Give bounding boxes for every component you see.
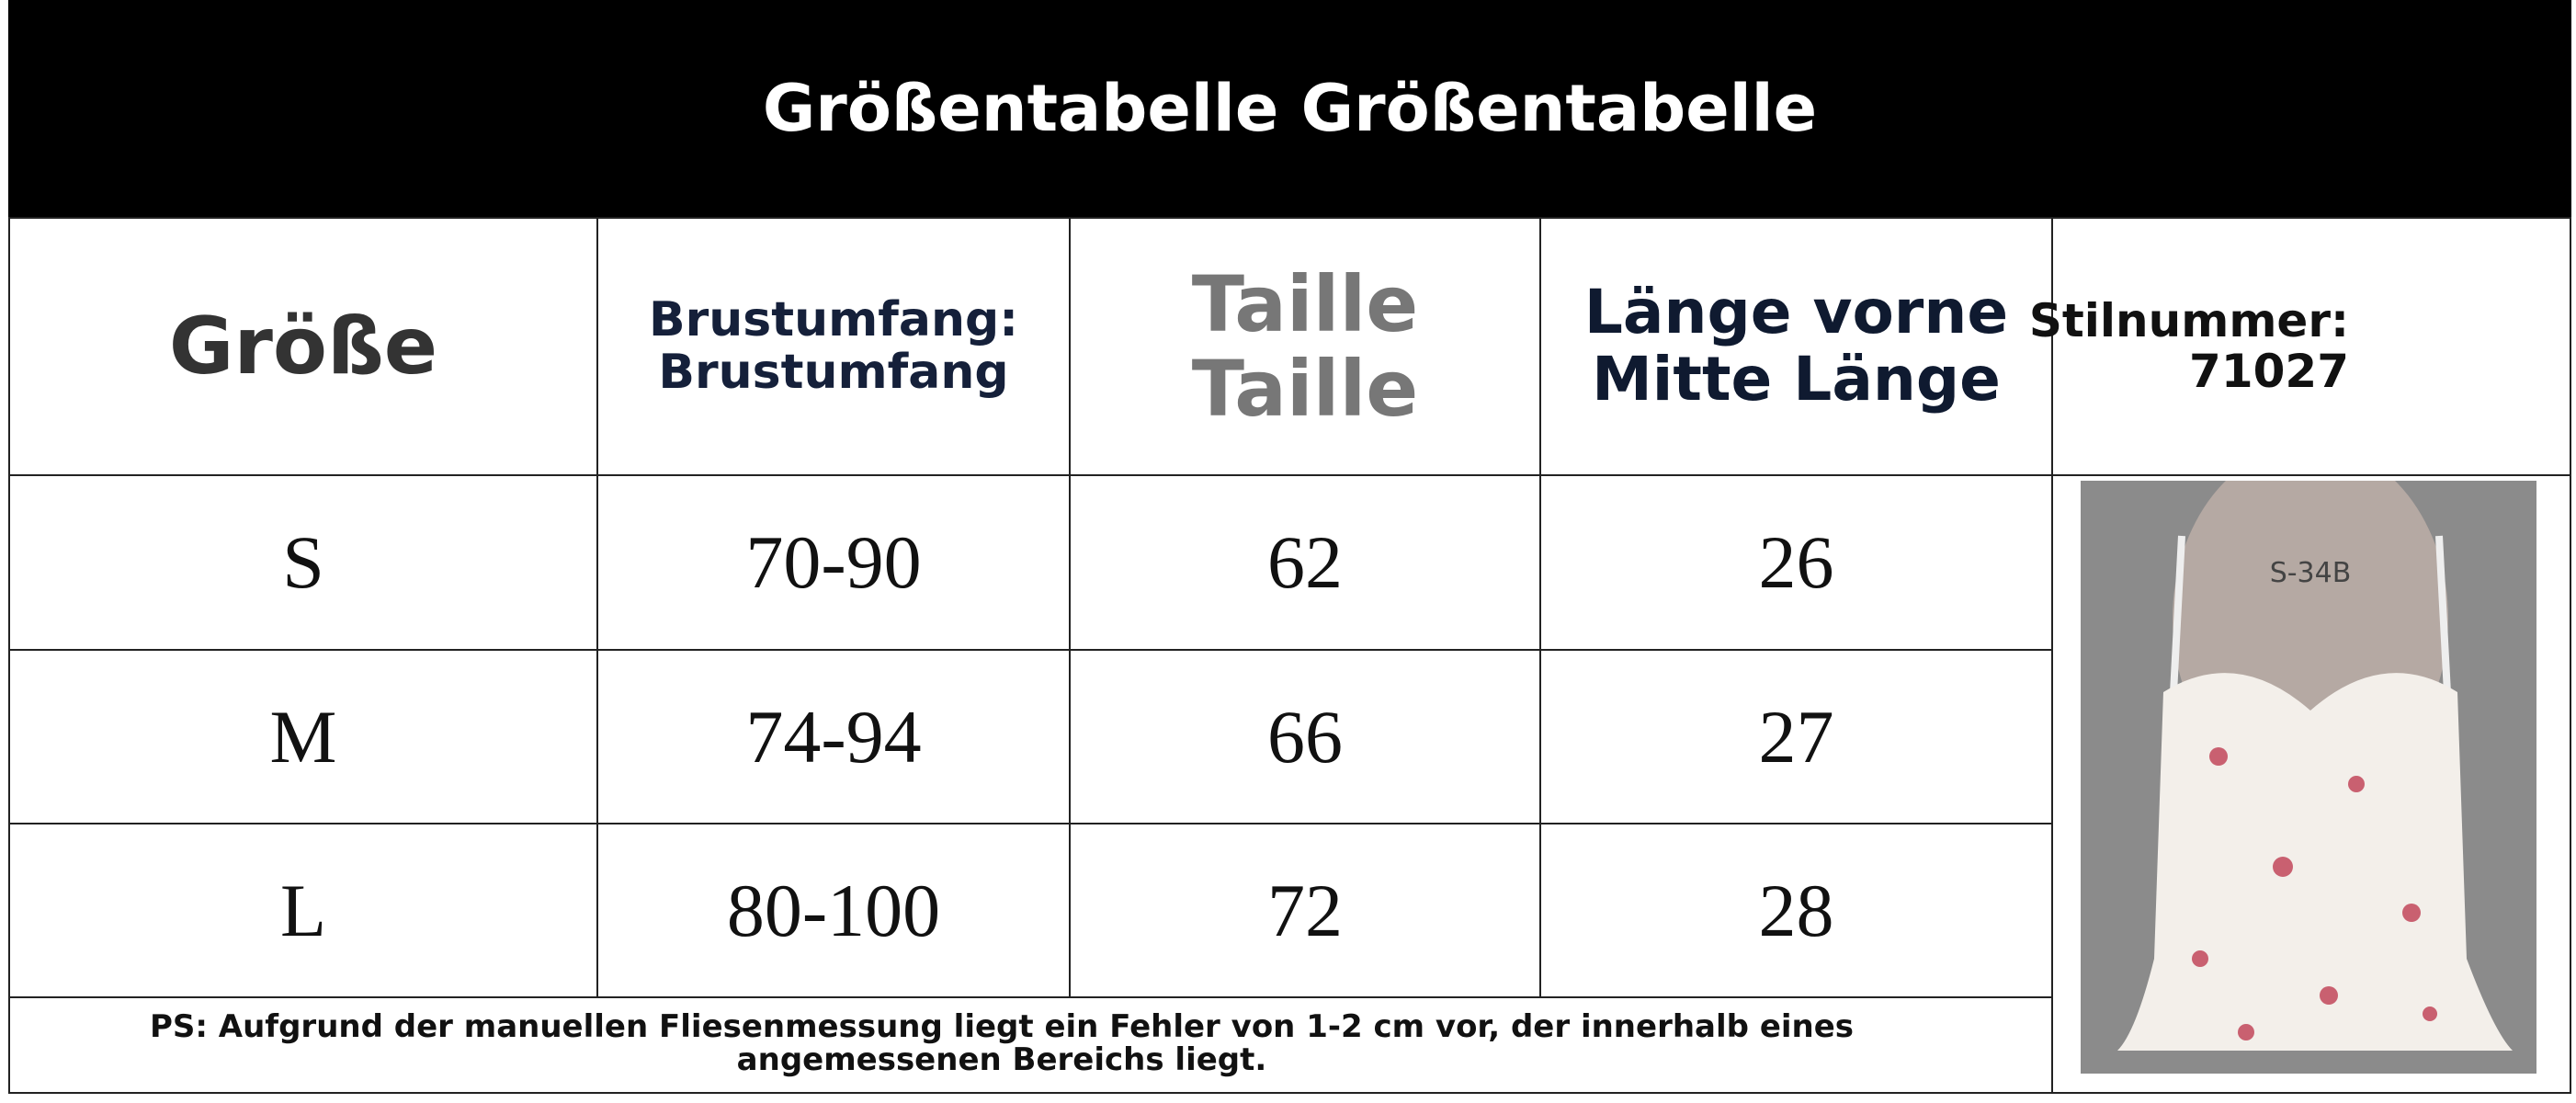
header-cell: Länge vorne Mitte Länge — [1539, 217, 2053, 476]
table-cell: 28 — [1539, 823, 2053, 998]
table-cell: 26 — [1539, 474, 2053, 651]
table-cell: 62 — [1069, 474, 1541, 651]
text-line: 66 — [1267, 694, 1343, 779]
header-cell: Taille Taille — [1069, 217, 1541, 476]
table-cell: S — [8, 474, 598, 651]
table-cell: 72 — [1069, 823, 1541, 998]
text-line: L — [279, 868, 327, 952]
bottom-border — [8, 1092, 2571, 1094]
text-line: 26 — [1758, 520, 1834, 604]
text-line: 27 — [1758, 694, 1834, 779]
text-line: 72 — [1267, 868, 1343, 952]
table-cell: L — [8, 823, 598, 998]
title: Größentabelle Größentabelle — [8, 0, 2571, 217]
text-line: S — [282, 520, 324, 604]
text-line: Taille — [1191, 344, 1419, 434]
table-cell: M — [8, 649, 598, 824]
note: PS: Aufgrund der manuellen Fliesenmessun… — [149, 1008, 1855, 1078]
text-line: 80-100 — [726, 868, 941, 952]
image-cell — [2051, 474, 2571, 1094]
table-cell: 70-90 — [596, 474, 1071, 651]
left-border — [8, 996, 10, 1094]
text-line: Brustumfang: — [648, 291, 1019, 347]
header-cell: Größe — [8, 217, 598, 476]
text-line: 71027 — [2189, 345, 2349, 398]
text-line: Taille — [1191, 258, 1419, 349]
text-line: M — [269, 694, 337, 779]
header-cell: Brustumfang: Brustumfang — [596, 217, 1071, 476]
style-number: Stilnummer: 71027 — [2029, 217, 2571, 476]
text-line: Mitte Länge — [1592, 344, 2001, 415]
text-line: 62 — [1267, 520, 1343, 604]
table-cell: 27 — [1539, 649, 2053, 824]
text-line: Größe — [168, 300, 438, 392]
text-line: Stilnummer: — [2028, 294, 2349, 347]
text-line: 70-90 — [745, 520, 922, 604]
product-photo: S-34B — [2081, 481, 2536, 1074]
photo-label: S-34B — [2270, 557, 2352, 589]
text-line: Länge vorne — [1583, 277, 2009, 348]
table-cell: 80-100 — [596, 823, 1071, 998]
table-cell: 66 — [1069, 649, 1541, 824]
text-line: 28 — [1758, 868, 1834, 952]
text-line: Brustumfang — [658, 345, 1009, 400]
table-cell: 74-94 — [596, 649, 1071, 824]
text-line: 74-94 — [745, 694, 922, 779]
